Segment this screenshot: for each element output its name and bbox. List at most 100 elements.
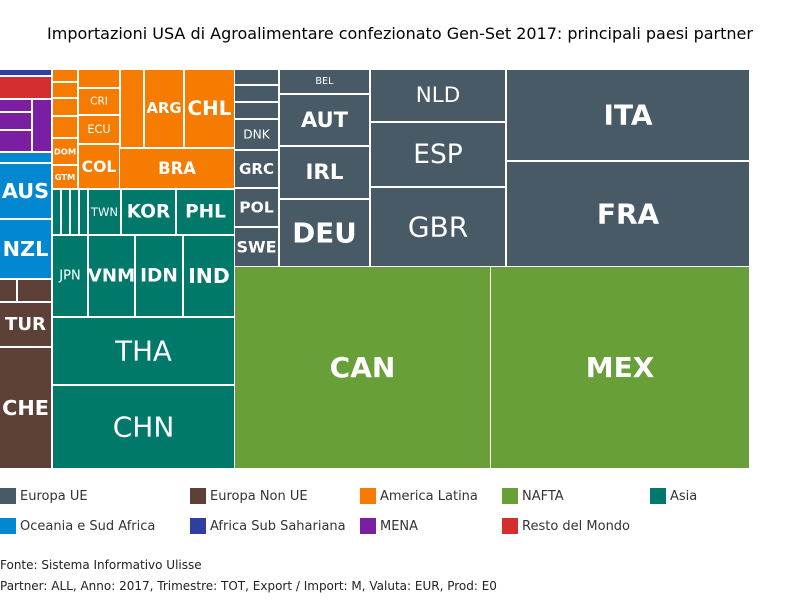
tile-rect-other-39 bbox=[53, 70, 77, 81]
tile-tur: TUR bbox=[0, 303, 51, 346]
tile-label-can: CAN bbox=[330, 351, 396, 384]
tile-label-arg: ARG bbox=[147, 100, 182, 117]
legend-item-asia: Asia bbox=[650, 488, 697, 504]
tile-rect-other-51 bbox=[0, 153, 51, 162]
tile-other-48 bbox=[18, 280, 51, 301]
tile-rect-other-41 bbox=[53, 99, 77, 115]
tile-aut: AUT bbox=[280, 95, 369, 145]
tile-rect-chl bbox=[185, 70, 234, 147]
tile-cri: CRI bbox=[79, 89, 119, 114]
tile-label-cri: CRI bbox=[90, 96, 108, 108]
tile-other-47 bbox=[0, 280, 16, 301]
tile-label-bra: BRA bbox=[158, 159, 196, 178]
tile-rect-other-11 bbox=[235, 70, 278, 84]
tile-label-tur: TUR bbox=[5, 314, 46, 335]
tile-label-tha: THA bbox=[114, 335, 172, 368]
tile-rect-bra bbox=[120, 149, 234, 188]
tile-rect-aus bbox=[0, 164, 51, 218]
tile-rect-tha bbox=[53, 318, 234, 384]
tile-other-11 bbox=[235, 70, 278, 84]
tile-rect-pol bbox=[235, 189, 278, 226]
tile-label-fra: FRA bbox=[597, 198, 660, 231]
tile-rect-ita bbox=[507, 70, 749, 160]
tile-rect-tur bbox=[0, 303, 51, 346]
tile-arg: ARG bbox=[145, 70, 183, 147]
tile-other-27 bbox=[80, 190, 87, 234]
tile-twn: TWN bbox=[89, 190, 120, 234]
legend-swatch bbox=[650, 488, 666, 504]
tile-grc: GRC bbox=[235, 151, 278, 187]
tile-can: CAN bbox=[235, 267, 490, 468]
tile-other-39 bbox=[53, 70, 77, 81]
tile-chn: CHN bbox=[53, 386, 234, 468]
tile-rect-other-48 bbox=[18, 280, 51, 301]
tile-other-54 bbox=[0, 113, 31, 129]
tile-rect-other-24 bbox=[53, 190, 60, 234]
legend-label: NAFTA bbox=[522, 488, 564, 504]
tile-other-55 bbox=[0, 131, 31, 151]
tile-ita: ITA bbox=[507, 70, 749, 160]
tile-label-aut: AUT bbox=[301, 108, 349, 132]
tile-rect-other-47 bbox=[0, 280, 16, 301]
tile-rect-other-52 bbox=[33, 100, 51, 151]
tile-label-swe: SWE bbox=[236, 238, 276, 257]
tile-label-pol: POL bbox=[239, 199, 274, 217]
tile-rect-dom bbox=[53, 139, 77, 164]
tile-gtm: GTM bbox=[53, 166, 77, 188]
tile-phl: PHL bbox=[177, 190, 234, 234]
legend-label: Asia bbox=[670, 488, 698, 504]
tile-label-idn: IDN bbox=[140, 266, 178, 287]
legend-swatch bbox=[0, 488, 16, 504]
legend-swatch bbox=[190, 488, 206, 504]
legend-swatch bbox=[360, 488, 376, 504]
tile-label-phl: PHL bbox=[185, 202, 226, 223]
legend-swatch bbox=[360, 518, 376, 534]
tile-rect-deu bbox=[280, 200, 369, 266]
tile-bel: BEL bbox=[280, 70, 369, 93]
tile-jpn: JPN bbox=[53, 236, 87, 316]
tile-label-gtm: GTM bbox=[55, 172, 76, 182]
legend-item-nafta: NAFTA bbox=[502, 488, 564, 504]
legend-label: America Latina bbox=[380, 488, 478, 504]
tile-rect-kor bbox=[122, 190, 175, 234]
tile-rect-che bbox=[0, 348, 51, 468]
tile-rect-ecu bbox=[79, 116, 119, 143]
tile-irl: IRL bbox=[280, 147, 369, 198]
tile-label-ind: IND bbox=[188, 264, 230, 288]
tile-label-deu: DEU bbox=[292, 217, 356, 250]
legend-item-europa-ue: Europa UE bbox=[0, 488, 88, 504]
tile-label-esp: ESP bbox=[413, 139, 463, 170]
tile-other-13 bbox=[235, 103, 278, 118]
tile-other-24 bbox=[53, 190, 60, 234]
legend-label: Africa Sub Sahariana bbox=[210, 518, 346, 534]
tile-fra: FRA bbox=[507, 162, 749, 266]
legend-swatch bbox=[502, 488, 518, 504]
tile-rect-chn bbox=[53, 386, 234, 468]
tile-rect-swe bbox=[235, 228, 278, 266]
tile-label-nld: NLD bbox=[416, 83, 460, 108]
tile-other-40 bbox=[53, 83, 77, 97]
tile-pol: POL bbox=[235, 189, 278, 226]
tile-rect-ind bbox=[184, 236, 234, 316]
tile-other-26 bbox=[71, 190, 78, 234]
tile-rect-bel bbox=[280, 70, 369, 93]
tile-dom: DOM bbox=[53, 139, 77, 164]
footer-source: Fonte: Sistema Informativo Ulisse bbox=[0, 558, 202, 572]
legend-item-europa-non-ue: Europa Non UE bbox=[190, 488, 308, 504]
tile-idn: IDN bbox=[136, 236, 182, 316]
tile-other-41 bbox=[53, 99, 77, 115]
tile-rect-other-34 bbox=[79, 70, 119, 87]
tile-nld: NLD bbox=[371, 70, 505, 121]
tile-deu: DEU bbox=[280, 200, 369, 266]
tile-rect-other-27 bbox=[80, 190, 87, 234]
tile-esp: ESP bbox=[371, 123, 505, 186]
tile-label-nzl: NZL bbox=[3, 237, 49, 261]
tile-ecu: ECU bbox=[79, 116, 119, 143]
tile-rect-cri bbox=[79, 89, 119, 114]
tile-other-56 bbox=[0, 77, 51, 98]
legend-label: MENA bbox=[380, 518, 419, 534]
tile-rect-mex bbox=[491, 267, 749, 468]
tile-rect-col bbox=[79, 145, 119, 188]
legend-label: Europa UE bbox=[20, 488, 88, 504]
